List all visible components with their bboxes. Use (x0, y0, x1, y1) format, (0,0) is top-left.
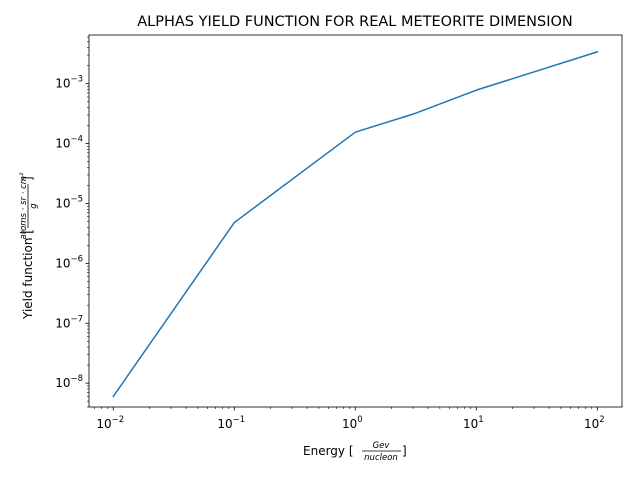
y-axis-label-numerator: atoms · sr · cm² (19, 172, 29, 240)
x-axis-label-prefix: Energy [ (303, 444, 354, 458)
x-tick-label: 10−2 (96, 415, 124, 431)
x-axis-label: Energy [ Gev nucleon ] (303, 441, 407, 463)
y-tick-label: 10−6 (55, 254, 83, 270)
y-tick-label: 10−8 (55, 374, 83, 390)
y-tick-label: 10−5 (55, 194, 83, 210)
y-axis-label-prefix: Yield function [ (21, 229, 35, 320)
x-axis-label-numerator: Gev (373, 441, 391, 451)
x-tick-label: 10−1 (217, 415, 245, 431)
y-axis-label-suffix: ] (21, 176, 35, 181)
x-tick-label: 101 (463, 415, 484, 431)
y-tick-label: 10−4 (55, 135, 83, 151)
axes-frame (88, 34, 623, 408)
series-line-0 (112, 50, 599, 398)
x-axis-label-suffix: ] (402, 444, 407, 458)
x-tick-label: 100 (342, 415, 363, 431)
x-tick-label: 102 (584, 415, 605, 431)
plot-area: 10−2 10−1 100 101 102 10−8 10−7 10−6 10−5 10−4 10−… (55, 34, 623, 431)
y-axis-label: Yield function [ atoms · sr · cm² g ] (19, 172, 39, 320)
y-tick-label: 10−3 (55, 75, 83, 91)
y-tick-label: 10−7 (55, 314, 83, 330)
chart-title: ALPHAS YIELD FUNCTION FOR REAL METEORITE… (137, 14, 573, 30)
y-axis-label-denominator: g (29, 203, 39, 209)
x-axis-label-denominator: nucleon (364, 453, 398, 463)
